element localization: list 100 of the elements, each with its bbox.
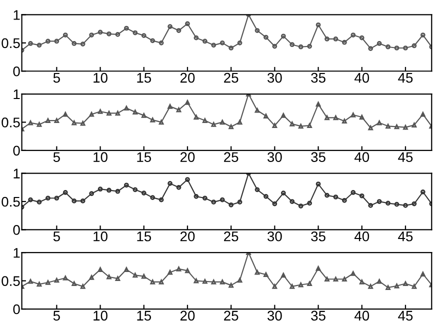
- x-tick-label: 40: [354, 72, 370, 83]
- point: [324, 115, 330, 120]
- x-tick-label: 20: [180, 72, 195, 83]
- point: [106, 31, 112, 36]
- point: [359, 114, 364, 120]
- point: [132, 272, 138, 278]
- point: [150, 195, 156, 200]
- x-tick-label: 5: [53, 152, 60, 162]
- point: [80, 198, 86, 204]
- point: [106, 188, 112, 193]
- point: [168, 104, 172, 109]
- point: [185, 268, 190, 274]
- point: [185, 21, 190, 26]
- x-tick-label: 5: [53, 232, 60, 242]
- point: [254, 108, 260, 113]
- point: [115, 32, 120, 37]
- point: [333, 115, 338, 120]
- point: [98, 30, 103, 35]
- x-tick-label: 5: [53, 73, 60, 83]
- point: [324, 36, 330, 42]
- x-tick-label: 25: [224, 72, 238, 83]
- point: [280, 34, 286, 39]
- x-tick-label: 15: [137, 232, 152, 242]
- point: [220, 40, 225, 46]
- point: [342, 40, 347, 45]
- point: [54, 38, 60, 44]
- point: [290, 42, 295, 48]
- point: [80, 120, 86, 126]
- y-tick-label: 0.5: [2, 118, 20, 128]
- y-tick-label: 0: [13, 304, 20, 314]
- y-tick-label: 1: [14, 248, 20, 258]
- point: [124, 26, 129, 31]
- point: [420, 32, 426, 38]
- point: [194, 35, 199, 40]
- point: [194, 278, 199, 284]
- point: [376, 120, 382, 126]
- point: [168, 181, 172, 186]
- point: [394, 202, 400, 207]
- y-tick-label: 0.5: [2, 38, 20, 48]
- point: [141, 274, 146, 279]
- point: [46, 38, 50, 44]
- point: [62, 32, 68, 38]
- point: [28, 120, 33, 126]
- point: [403, 203, 408, 208]
- point: [412, 43, 417, 48]
- point: [412, 201, 417, 206]
- point: [237, 40, 242, 46]
- point: [158, 120, 164, 125]
- x-tick-label: 35: [311, 72, 326, 83]
- point: [62, 112, 68, 117]
- point: [386, 44, 390, 50]
- point: [202, 196, 208, 201]
- point: [264, 34, 268, 40]
- point: [376, 278, 382, 284]
- point: [298, 44, 304, 50]
- point: [185, 177, 190, 182]
- point: [150, 38, 156, 44]
- x-tick-label: 20: [180, 310, 195, 321]
- point: [307, 44, 312, 49]
- x-tick-label: 35: [311, 231, 326, 242]
- point: [298, 124, 304, 129]
- point: [316, 182, 321, 186]
- point: [386, 200, 390, 206]
- x-tick-label: 30: [267, 310, 282, 321]
- point: [403, 46, 408, 50]
- point: [359, 35, 364, 40]
- point: [220, 120, 225, 125]
- point: [254, 187, 260, 192]
- point: [89, 112, 94, 117]
- point: [324, 192, 330, 198]
- point: [106, 110, 112, 116]
- point: [141, 190, 146, 196]
- point: [176, 184, 182, 190]
- point: [72, 41, 77, 46]
- point: [211, 42, 216, 48]
- point: [368, 125, 374, 130]
- y-tick-label: 0.5: [2, 196, 20, 207]
- y-tick-label: 0: [13, 146, 20, 156]
- point: [115, 188, 120, 194]
- point: [394, 124, 400, 130]
- point: [194, 114, 199, 120]
- point: [132, 187, 138, 192]
- x-tick-label: 10: [94, 310, 108, 321]
- x-tick-label: 20: [180, 231, 195, 242]
- point: [228, 46, 234, 50]
- point: [72, 198, 77, 204]
- point: [176, 28, 182, 33]
- point: [36, 200, 42, 205]
- point: [280, 272, 286, 278]
- point: [36, 42, 42, 48]
- point: [237, 278, 242, 283]
- point: [168, 270, 172, 275]
- point: [28, 197, 33, 202]
- point: [290, 199, 295, 204]
- point: [333, 36, 338, 42]
- point: [36, 282, 42, 287]
- x-tick-label: 15: [137, 73, 152, 83]
- point: [237, 200, 242, 205]
- point: [272, 201, 278, 206]
- point: [264, 194, 268, 199]
